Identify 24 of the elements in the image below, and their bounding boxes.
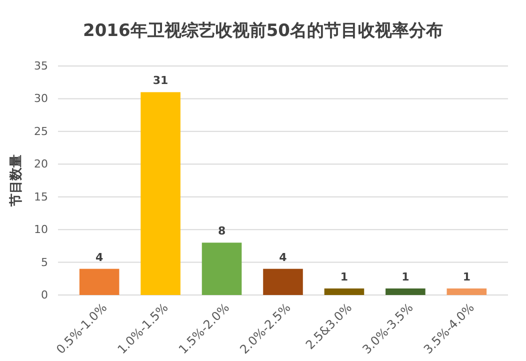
- chart-title: 2016年卫视综艺收视前50名的节目收视率分布: [83, 21, 443, 41]
- bar: [79, 268, 120, 295]
- data-label: 1: [402, 270, 410, 284]
- y-tick-label: 15: [34, 190, 48, 204]
- y-tick-label: 10: [34, 223, 48, 236]
- y-tick-label: 35: [34, 60, 48, 73]
- bar: [446, 288, 487, 295]
- data-label: 1: [340, 270, 348, 284]
- data-label: 1: [462, 270, 470, 284]
- bar: [263, 268, 303, 295]
- data-label: 4: [96, 250, 104, 264]
- bar: [140, 92, 180, 295]
- bar: [202, 242, 242, 295]
- y-tick-label: 20: [34, 158, 48, 171]
- y-axis-title: 节目数量: [9, 154, 24, 208]
- data-label: 8: [218, 224, 226, 238]
- y-tick-label: 0: [41, 288, 48, 302]
- data-label: 31: [152, 74, 168, 88]
- bar: [386, 288, 426, 295]
- data-label: 4: [279, 250, 288, 264]
- y-tick-label: 25: [34, 124, 48, 138]
- bar: [324, 288, 364, 295]
- y-tick-label: 5: [41, 256, 48, 269]
- y-tick-label: 30: [34, 92, 48, 106]
